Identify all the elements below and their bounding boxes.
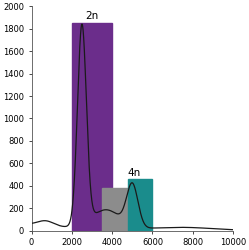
Bar	[72, 23, 112, 231]
Bar	[102, 188, 132, 230]
Text: 4n: 4n	[128, 168, 141, 178]
Text: 2n: 2n	[85, 11, 99, 21]
Bar	[128, 179, 152, 231]
